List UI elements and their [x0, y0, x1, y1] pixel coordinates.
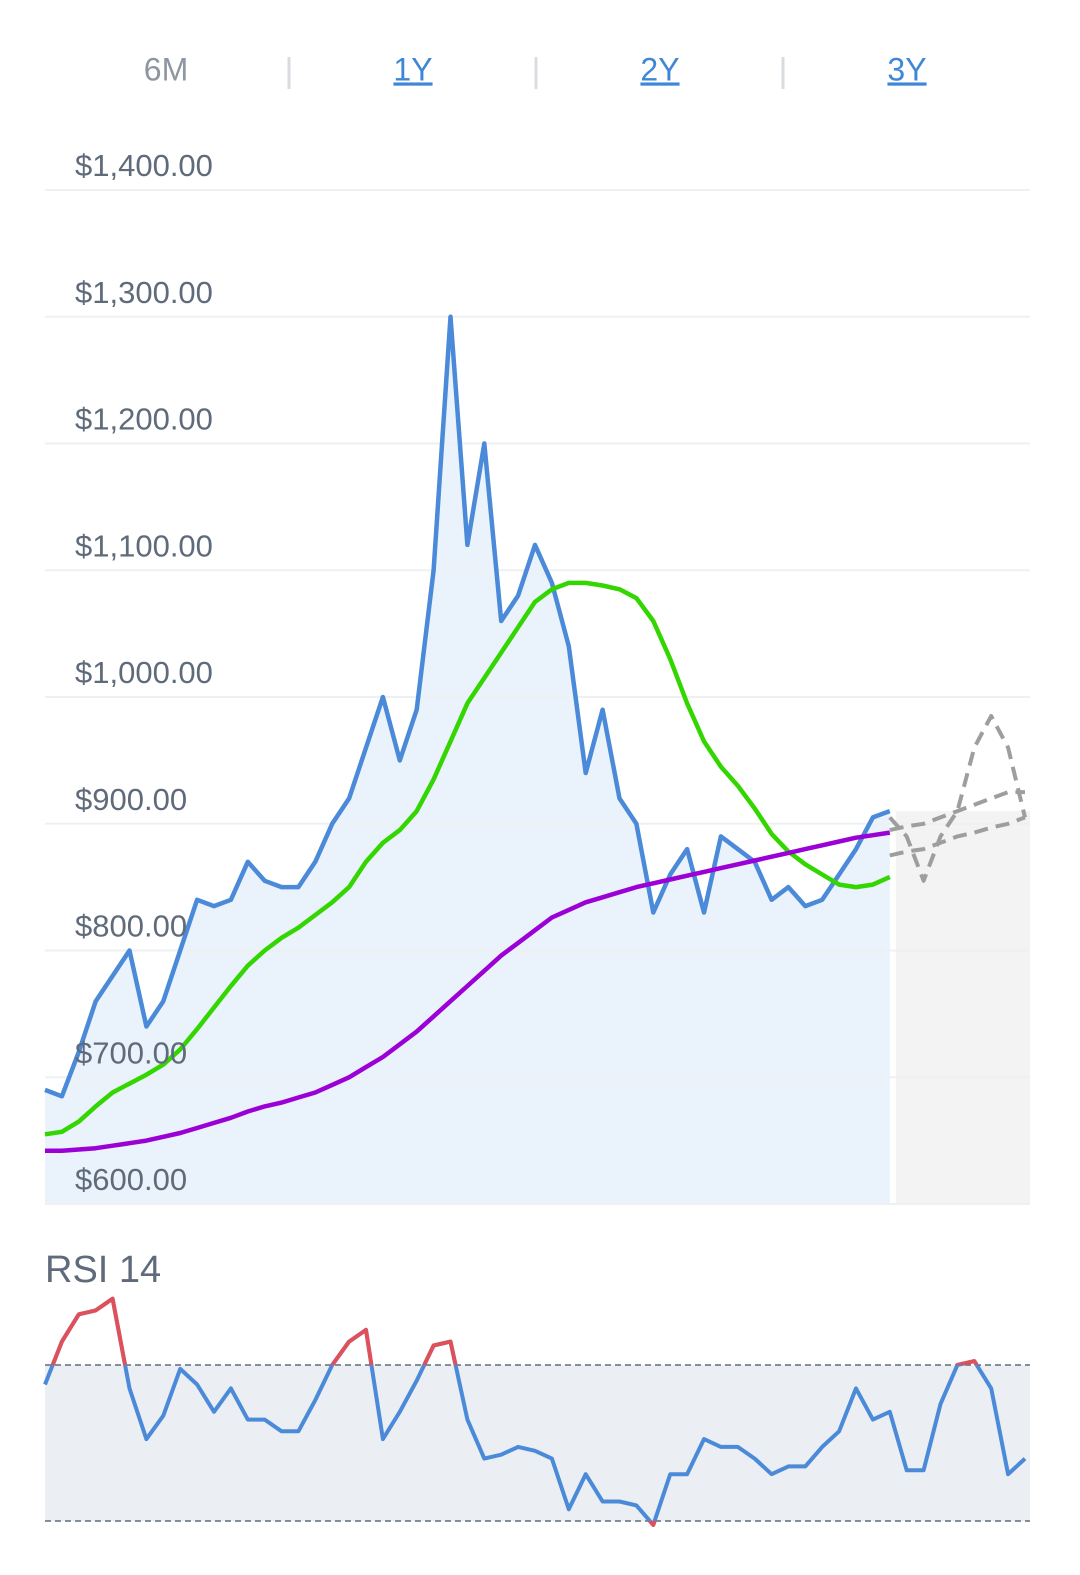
price-area	[45, 316, 890, 1204]
rsi-title: RSI 14	[45, 1249, 161, 1291]
y-tick-label: $700.00	[75, 1035, 187, 1070]
series-line	[44, 314, 891, 1099]
range-tabs: 6M 1Y 2Y 3Y	[144, 51, 927, 89]
y-tick-label: $1,300.00	[75, 275, 213, 310]
forecast-line	[889, 815, 1026, 858]
range-tab[interactable]: 3Y	[887, 51, 926, 87]
forecast-line	[889, 790, 1025, 833]
y-tick-label: $1,200.00	[75, 402, 213, 437]
rsi-band	[45, 1365, 1030, 1521]
range-tab[interactable]: 1Y	[393, 51, 432, 87]
y-tick-label: $1,400.00	[75, 148, 213, 183]
series-line	[45, 830, 891, 1154]
y-tick-label: $900.00	[75, 782, 187, 817]
y-tick-label: $1,100.00	[75, 528, 213, 563]
y-tick-label: $800.00	[75, 909, 187, 944]
y-tick-label: $1,000.00	[75, 655, 213, 690]
forecast-line	[888, 714, 1027, 883]
rsi-line	[43, 1296, 1027, 1527]
price-chart: $600.00 $700.00 $800.00 $900.00 $1,000.00 $1,…	[44, 148, 1030, 1205]
y-tick-label: $600.00	[75, 1162, 187, 1197]
series-line	[44, 580, 891, 1137]
rsi-chart	[43, 1296, 1030, 1527]
range-tab[interactable]: 2Y	[640, 51, 679, 87]
range-tab[interactable]: 6M	[144, 51, 188, 87]
forecast-region	[895, 811, 1030, 1204]
